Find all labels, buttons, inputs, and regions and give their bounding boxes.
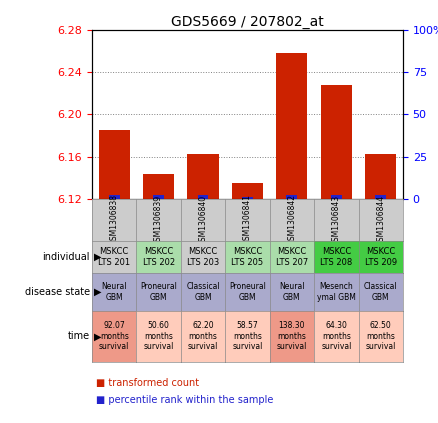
Text: Classical
GBM: Classical GBM [364,282,398,302]
Text: MSKCC
LTS 203: MSKCC LTS 203 [187,247,219,266]
Text: GSM1306844: GSM1306844 [376,195,385,245]
Bar [321,85,352,199]
Text: 58.57
months
survival: 58.57 months survival [232,321,263,351]
Bar [143,175,174,199]
Text: Neural
GBM: Neural GBM [279,282,305,302]
Bar [99,130,130,199]
Text: individual: individual [42,252,90,262]
Text: MSKCC
LTS 208: MSKCC LTS 208 [320,247,353,266]
Bar [365,154,396,199]
Text: 138.30
months
survival: 138.30 months survival [277,321,307,351]
Text: Classical
GBM: Classical GBM [186,282,220,302]
Bar [109,195,120,199]
Bar [187,154,219,199]
Text: Proneural
GBM: Proneural GBM [140,282,177,302]
Bar [198,195,208,199]
Bar [242,197,253,199]
Text: ▶: ▶ [94,287,102,297]
Text: ■ transformed count: ■ transformed count [96,378,199,388]
Text: Neural
GBM: Neural GBM [102,282,127,302]
Text: 92.07
months
survival: 92.07 months survival [99,321,129,351]
Bar [153,195,164,199]
Text: GSM1306840: GSM1306840 [198,195,208,245]
Bar [331,195,342,199]
Bar [232,183,263,199]
Text: Mesench
ymal GBM: Mesench ymal GBM [317,282,356,302]
Text: 64.30
months
survival: 64.30 months survival [321,321,352,351]
Text: ▶: ▶ [94,331,102,341]
Text: GSM1306841: GSM1306841 [243,195,252,245]
Text: MSKCC
LTS 205: MSKCC LTS 205 [231,247,264,266]
Bar [276,53,307,199]
Text: ▶: ▶ [94,252,102,262]
Text: 50.60
months
survival: 50.60 months survival [143,321,174,351]
Bar [286,195,297,199]
Text: ■ percentile rank within the sample: ■ percentile rank within the sample [96,395,274,405]
Text: Proneural
GBM: Proneural GBM [229,282,266,302]
Text: disease state: disease state [25,287,90,297]
Text: 62.20
months
survival: 62.20 months survival [188,321,218,351]
Text: MSKCC
LTS 201: MSKCC LTS 201 [98,247,130,266]
Text: GSM1306839: GSM1306839 [154,195,163,245]
Title: GDS5669 / 207802_at: GDS5669 / 207802_at [171,14,324,29]
Text: GSM1306838: GSM1306838 [110,195,119,245]
Text: MSKCC
LTS 209: MSKCC LTS 209 [365,247,397,266]
Text: MSKCC
LTS 202: MSKCC LTS 202 [142,247,175,266]
Text: time: time [67,331,90,341]
Text: MSKCC
LTS 207: MSKCC LTS 207 [276,247,308,266]
Bar [375,195,386,199]
Text: GSM1306842: GSM1306842 [287,195,297,245]
Text: 62.50
months
survival: 62.50 months survival [366,321,396,351]
Text: GSM1306843: GSM1306843 [332,195,341,245]
